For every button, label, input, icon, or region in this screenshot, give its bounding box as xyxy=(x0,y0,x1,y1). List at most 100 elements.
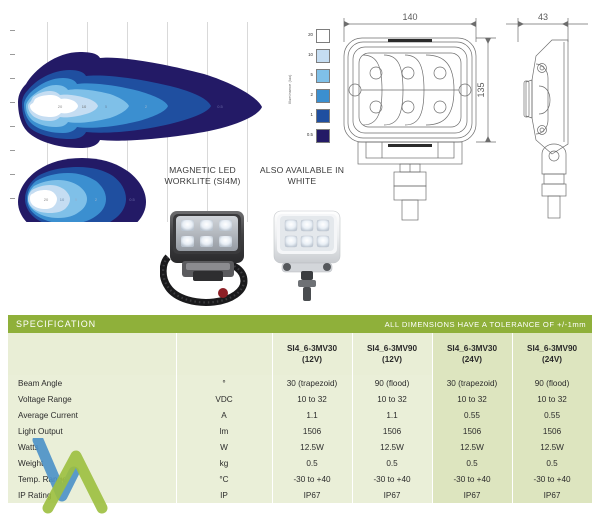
row-value: 1506 xyxy=(432,423,513,439)
legend-item: 20 xyxy=(300,28,336,43)
legend-value: 1 xyxy=(310,112,313,117)
svg-text:20: 20 xyxy=(44,197,49,202)
row-unit: kg xyxy=(176,455,273,471)
legend-swatch xyxy=(316,109,330,123)
row-value: 30 (trapezoid) xyxy=(272,375,353,391)
table-row: Beam Angle ° 30 (trapezoid) 90 (flood) 3… xyxy=(8,375,593,391)
specification-table: SPECIFICATION ALL DIMENSIONS HAVE A TOLE… xyxy=(8,315,593,505)
row-value: 1506 xyxy=(272,423,353,439)
row-value: -30 to +40 xyxy=(512,471,593,487)
legend-item: 2 xyxy=(300,88,336,103)
caption-product-2: ALSO AVAILABLE IN WHITE xyxy=(259,165,345,186)
row-label: Average Current xyxy=(8,407,177,423)
table-row: Temp. Range °C -30 to +40 -30 to +40 -30… xyxy=(8,471,593,487)
row-label: Beam Angle xyxy=(8,375,177,391)
svg-text:10: 10 xyxy=(60,197,65,202)
legend-swatch xyxy=(316,49,330,63)
table-row: Light Output lm 1506 1506 1506 1506 xyxy=(8,423,593,439)
row-value: 12.5W xyxy=(432,439,513,455)
row-unit: VDC xyxy=(176,391,273,407)
row-unit: °C xyxy=(176,471,273,487)
legend-swatch xyxy=(316,29,330,43)
row-unit: W xyxy=(176,439,273,455)
column-header-model-4: SI4_6-3MV90 (24V) xyxy=(512,333,593,375)
table-title: SPECIFICATION xyxy=(8,315,273,333)
chart-y-axis-ticks xyxy=(8,22,18,222)
row-value: 30 (trapezoid) xyxy=(432,375,513,391)
column-header-model-3: SI4_6-3MV30 (24V) xyxy=(432,333,513,375)
row-value: 0.5 xyxy=(512,455,593,471)
model-voltage: (24V) xyxy=(462,355,483,364)
row-value: 12.5W xyxy=(272,439,353,455)
legend-value: 2 xyxy=(310,92,313,97)
legend-item: 1 xyxy=(300,108,336,123)
dimension-width-label: 140 xyxy=(402,12,417,22)
trapezoid-beam-pattern: 20 10 5 2 0.5 xyxy=(18,52,262,148)
legend-item: 0.5 xyxy=(300,128,336,143)
table-column-headers: SI4_6-3MV30 (12V) SI4_6-3MV90 (12V) SI4_… xyxy=(8,333,593,375)
legend-swatch xyxy=(316,69,330,83)
row-label: IP Rating xyxy=(8,487,177,505)
table-row: Weight kg 0.5 0.5 0.5 0.5 xyxy=(8,455,593,471)
row-value: 1506 xyxy=(512,423,593,439)
model-voltage: (24V) xyxy=(542,355,563,364)
row-value: 0.55 xyxy=(512,407,593,423)
table-row: Average Current A 1.1 1.1 0.55 0.55 xyxy=(8,407,593,423)
row-unit: IP xyxy=(176,487,273,505)
row-value: 1506 xyxy=(352,423,433,439)
row-value: 0.5 xyxy=(432,455,513,471)
model-name: SI4_6-3MV90 xyxy=(366,344,418,353)
row-label: Temp. Range xyxy=(8,471,177,487)
caption-product-1: MAGNETIC LED WORKLITE (SI4M) xyxy=(164,165,241,186)
table-row: Voltage Range VDC 10 to 32 10 to 32 10 t… xyxy=(8,391,593,407)
legend-axis-label: Illuminance (lux) xyxy=(288,74,292,104)
model-name: SI4_6-3MV30 xyxy=(446,344,498,353)
svg-text:0.5: 0.5 xyxy=(217,104,223,109)
row-value: -30 to +40 xyxy=(432,471,513,487)
product-photo-black-worklite xyxy=(160,205,265,308)
technical-drawings: 140 43 135 xyxy=(336,8,600,238)
row-value: -30 to +40 xyxy=(352,471,433,487)
row-value: 90 (flood) xyxy=(352,375,433,391)
legend-item: 10 xyxy=(300,48,336,63)
model-voltage: (12V) xyxy=(302,355,323,364)
table-header-bar: SPECIFICATION ALL DIMENSIONS HAVE A TOLE… xyxy=(8,315,593,333)
row-value: 10 to 32 xyxy=(432,391,513,407)
row-value: 0.5 xyxy=(272,455,353,471)
chart-legend: Illuminance (lux) 20 10 5 2 1 xyxy=(288,28,336,146)
svg-text:10: 10 xyxy=(82,104,87,109)
row-label: Watts xyxy=(8,439,177,455)
legend-value: 0.5 xyxy=(306,132,313,137)
legend-value: 20 xyxy=(308,32,313,37)
row-value: 90 (flood) xyxy=(512,375,593,391)
svg-text:2: 2 xyxy=(145,104,148,109)
row-value: IP67 xyxy=(432,487,513,505)
row-value: 1.1 xyxy=(352,407,433,423)
row-unit: lm xyxy=(176,423,273,439)
row-value: 12.5W xyxy=(352,439,433,455)
svg-text:20: 20 xyxy=(58,104,63,109)
coiled-power-cable xyxy=(160,254,248,306)
svg-text:2: 2 xyxy=(95,197,98,202)
row-value: IP67 xyxy=(272,487,353,505)
row-value: 10 to 32 xyxy=(512,391,593,407)
dimension-depth-label: 43 xyxy=(538,12,548,22)
row-value: IP67 xyxy=(352,487,433,505)
legend-swatch xyxy=(316,129,330,143)
column-header-units xyxy=(176,333,273,375)
front-view-drawing xyxy=(343,18,496,221)
legend-value: 10 xyxy=(308,52,313,57)
model-voltage: (12V) xyxy=(382,355,403,364)
table-row: IP Rating IP IP67 IP67 IP67 IP67 xyxy=(8,487,593,505)
row-label: Voltage Range xyxy=(8,391,177,407)
svg-text:5: 5 xyxy=(105,104,108,109)
led-array xyxy=(181,220,232,247)
product-photo-white-worklite xyxy=(268,205,346,308)
row-value: 10 to 32 xyxy=(272,391,353,407)
svg-text:5: 5 xyxy=(75,197,78,202)
row-value: 0.55 xyxy=(432,407,513,423)
row-label: Weight xyxy=(8,455,177,471)
legend-swatch xyxy=(316,89,330,103)
table-row: Watts W 12.5W 12.5W 12.5W 12.5W xyxy=(8,439,593,455)
